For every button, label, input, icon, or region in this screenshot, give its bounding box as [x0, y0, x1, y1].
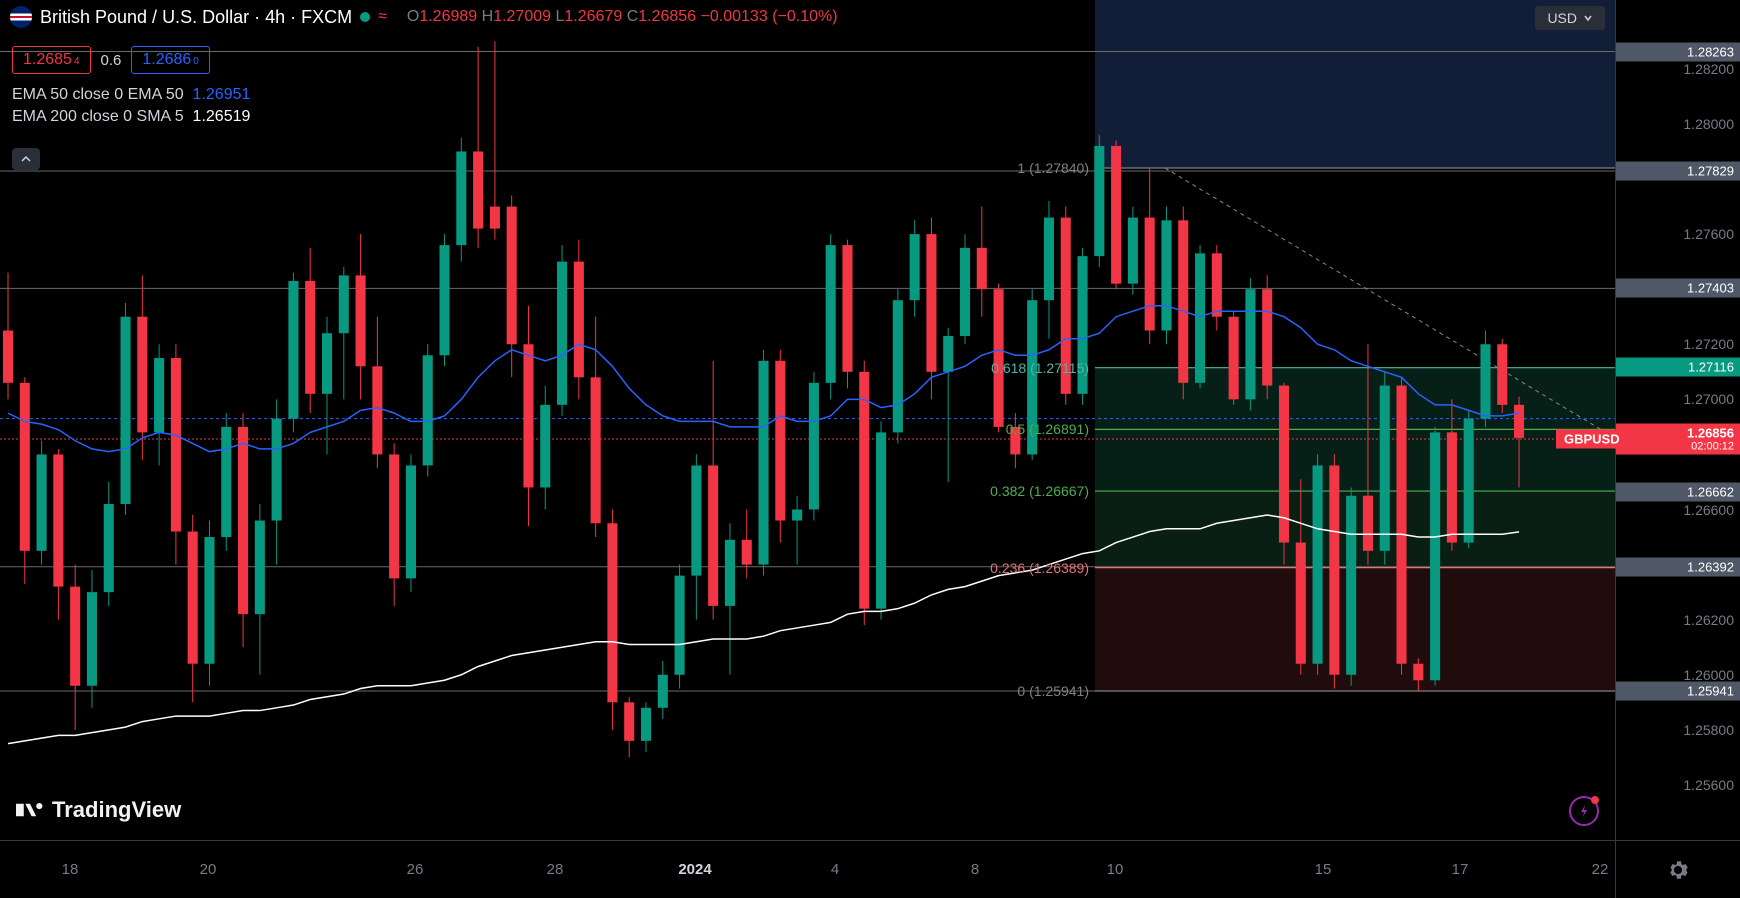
- tv-logo-icon: [16, 796, 44, 824]
- price-tick: 1.28200: [1683, 61, 1734, 77]
- price-tick: 1.26000: [1683, 667, 1734, 683]
- status-icon: ≈: [378, 8, 387, 26]
- current-price-label: 1.2685602:00:12: [1616, 424, 1740, 455]
- pair-title[interactable]: British Pound / U.S. Dollar · 4h · FXCM: [40, 7, 352, 28]
- price-axis-label: 1.28263: [1616, 42, 1740, 61]
- fib-label: 0.382 (1.26667): [990, 483, 1095, 499]
- replay-button[interactable]: [1569, 796, 1599, 826]
- chart-header: British Pound / U.S. Dollar · 4h · FXCM …: [10, 6, 838, 28]
- price-axis-label: 1.27403: [1616, 279, 1740, 298]
- ema200-value: 1.26519: [193, 108, 251, 125]
- indicators-legend: EMA 50 close 0 EMA 50 1.26951 EMA 200 cl…: [12, 86, 250, 130]
- price-tick: 1.27200: [1683, 336, 1734, 352]
- ohlc-display: O1.26989 H1.27009 L1.26679 C1.26856 −0.0…: [407, 8, 838, 26]
- gear-icon[interactable]: [1668, 860, 1688, 880]
- bid-price[interactable]: 1.26854: [12, 46, 91, 74]
- price-tick: 1.26600: [1683, 502, 1734, 518]
- ema50-value: 1.26951: [193, 86, 251, 103]
- symbol-tag: GBPUSD: [1556, 430, 1628, 449]
- time-tick: 15: [1315, 861, 1332, 878]
- currency-selector[interactable]: USD: [1535, 6, 1605, 30]
- price-tick: 1.27000: [1683, 391, 1734, 407]
- price-tick: 1.26200: [1683, 612, 1734, 628]
- fib-label: 0.5 (1.26891): [1006, 421, 1095, 437]
- price-axis-label: 1.27829: [1616, 162, 1740, 181]
- time-tick: 17: [1452, 861, 1469, 878]
- chevron-down-icon: [1583, 13, 1593, 23]
- time-tick: 20: [200, 861, 217, 878]
- time-tick: 8: [971, 861, 979, 878]
- price-axis-label: 1.27116: [1616, 358, 1740, 377]
- time-tick: 18: [62, 861, 79, 878]
- collapse-button[interactable]: [12, 148, 40, 170]
- fib-label: 0 (1.25941): [1017, 683, 1095, 699]
- ema50-name[interactable]: EMA 50 close 0 EMA 50: [12, 86, 184, 103]
- time-tick: 10: [1107, 861, 1124, 878]
- tradingview-logo[interactable]: TradingView: [16, 796, 181, 824]
- lightning-icon: [1577, 804, 1591, 818]
- chevron-up-icon: [20, 153, 32, 165]
- ema200-name[interactable]: EMA 200 close 0 SMA 5: [12, 108, 184, 125]
- price-tick: 1.27600: [1683, 226, 1734, 242]
- price-axis[interactable]: 1.28200 1.28000 1.27600 1.27200 1.27000 1.266…: [1615, 0, 1740, 840]
- fib-label: 1 (1.27840): [1017, 160, 1095, 176]
- price-tick: 1.25800: [1683, 722, 1734, 738]
- price-axis-label: 1.26662: [1616, 483, 1740, 502]
- time-tick: 28: [547, 861, 564, 878]
- chart-area[interactable]: British Pound / U.S. Dollar · 4h · FXCM …: [0, 0, 1615, 840]
- price-axis-label: 1.26392: [1616, 557, 1740, 576]
- time-tick: 22: [1592, 861, 1609, 878]
- market-open-icon: [360, 12, 370, 22]
- flag-icon: [10, 6, 32, 28]
- ask-price[interactable]: 1.26860: [131, 46, 210, 74]
- time-tick: 2024: [678, 861, 711, 878]
- price-axis-label: 1.25941: [1616, 682, 1740, 701]
- time-axis[interactable]: 18 20 26 28 2024 4 8 10 15 17 22: [0, 840, 1615, 898]
- time-tick: 26: [407, 861, 424, 878]
- time-tick: 4: [831, 861, 839, 878]
- axis-corner: [1615, 840, 1740, 898]
- price-tick: 1.25600: [1683, 777, 1734, 793]
- fib-label: 0.618 (1.27115): [991, 360, 1095, 376]
- spread-value: 0.6: [101, 52, 122, 69]
- price-tick: 1.28000: [1683, 116, 1734, 132]
- fib-label: 0.236 (1.26389): [990, 560, 1095, 576]
- price-boxes: 1.26854 0.6 1.26860: [12, 46, 210, 74]
